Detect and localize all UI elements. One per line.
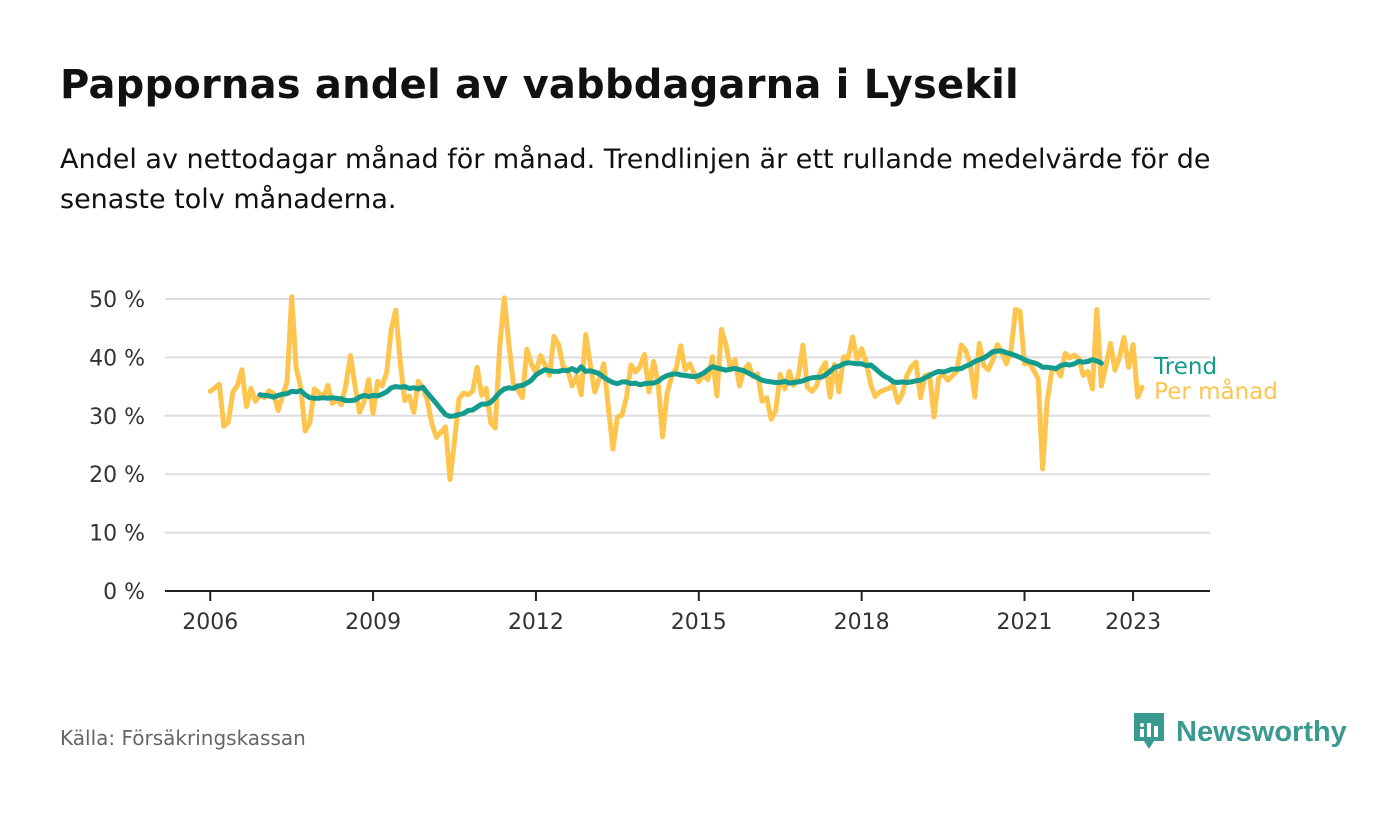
y-tick-label: 30 % [89,405,145,430]
x-axis-ticks: 2006 2009 2012 2015 2018 2021 2023 [182,591,1161,635]
chart-subtitle: Andel av nettodagar månad för månad. Tre… [60,144,1211,215]
x-tick-label: 2015 [671,610,727,635]
y-tick-label: 50 % [89,288,145,313]
source-note: Källa: Försäkringskassan [60,726,306,750]
newsworthy-logo-icon [1134,713,1164,749]
x-tick-label: 2021 [997,610,1053,635]
x-tick-label: 2023 [1105,610,1161,635]
y-axis-ticks: 0 % 10 % 20 % 30 % 40 % 50 % [89,288,145,605]
x-tick-label: 2006 [182,610,238,635]
series-label-per-manad: Per månad [1154,377,1278,405]
brand-logo[interactable]: Newsworthy [1132,710,1347,754]
y-tick-label: 20 % [89,463,145,488]
x-tick-label: 2009 [345,610,401,635]
y-tick-label: 0 % [103,580,145,605]
series-lines [207,294,1145,482]
x-tick-label: 2018 [834,610,890,635]
y-tick-label: 10 % [89,522,145,547]
y-tick-label: 40 % [89,346,145,371]
grid-lines [165,298,1210,534]
brand-name: Newsworthy [1176,715,1347,748]
series-label-trend: Trend [1153,354,1217,380]
chart-title: Pappornas andel av vabbdagarna i Lysekil [60,62,1019,108]
series-line-per-m-nad [207,294,1145,482]
series-line-trend [257,348,1104,419]
x-tick-label: 2012 [508,610,564,635]
